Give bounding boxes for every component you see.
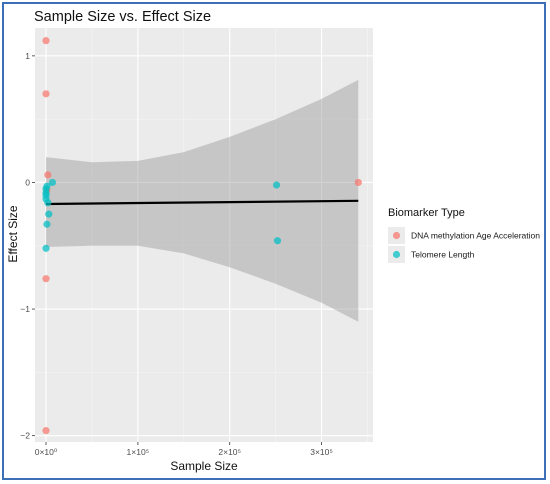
confidence-band <box>46 79 359 322</box>
legend-label: DNA methylation Age Acceleration <box>411 231 540 241</box>
legend: Biomarker Type DNA methylation Age Accel… <box>388 207 540 263</box>
y-tick-label: −2 <box>20 431 30 441</box>
point-telomere-length <box>272 181 281 189</box>
data-points <box>42 37 362 435</box>
point-telomere-length <box>43 220 51 228</box>
legend-key-swatch <box>392 250 401 259</box>
point-dna-methylation <box>42 37 50 45</box>
plot-panel <box>35 28 373 442</box>
legend-title: Biomarker Type <box>388 207 465 219</box>
point-telomere-length <box>44 199 52 207</box>
point-dna-methylation <box>354 178 362 187</box>
minor-gridlines <box>35 28 373 442</box>
point-telomere-length <box>42 244 50 252</box>
y-axis-title: Effect Size <box>6 205 20 262</box>
legend-label: Telomere Length <box>411 250 475 260</box>
point-telomere-length <box>48 178 57 187</box>
y-tick-label: −1 <box>20 304 30 314</box>
x-tick-label: 1×10⁵ <box>127 447 150 457</box>
x-tick-label: 0×10⁰ <box>35 447 58 457</box>
point-telomere-length <box>273 237 282 245</box>
point-dna-methylation <box>44 171 52 179</box>
x-tick-label: 2×10⁵ <box>218 447 241 457</box>
y-tick-label: 0 <box>25 177 30 187</box>
chart-title: Sample Size vs. Effect Size <box>34 9 211 25</box>
x-axis-title: Sample Size <box>170 459 238 473</box>
y-tick-label: 1 <box>25 51 30 61</box>
major-gridlines <box>35 28 373 442</box>
point-telomere-length <box>45 210 53 218</box>
point-dna-methylation <box>42 275 50 283</box>
x-axis-ticks: 0×10⁰ 1×10⁵ 2×10⁵ 3×10⁵ <box>35 442 333 457</box>
point-dna-methylation <box>42 90 50 98</box>
y-axis-ticks: 1 0 −1 −2 <box>20 51 35 441</box>
regression-line <box>46 199 359 206</box>
legend-key-swatch <box>392 231 401 240</box>
point-dna-methylation <box>42 427 50 435</box>
x-tick-label: 3×10⁵ <box>310 447 333 457</box>
